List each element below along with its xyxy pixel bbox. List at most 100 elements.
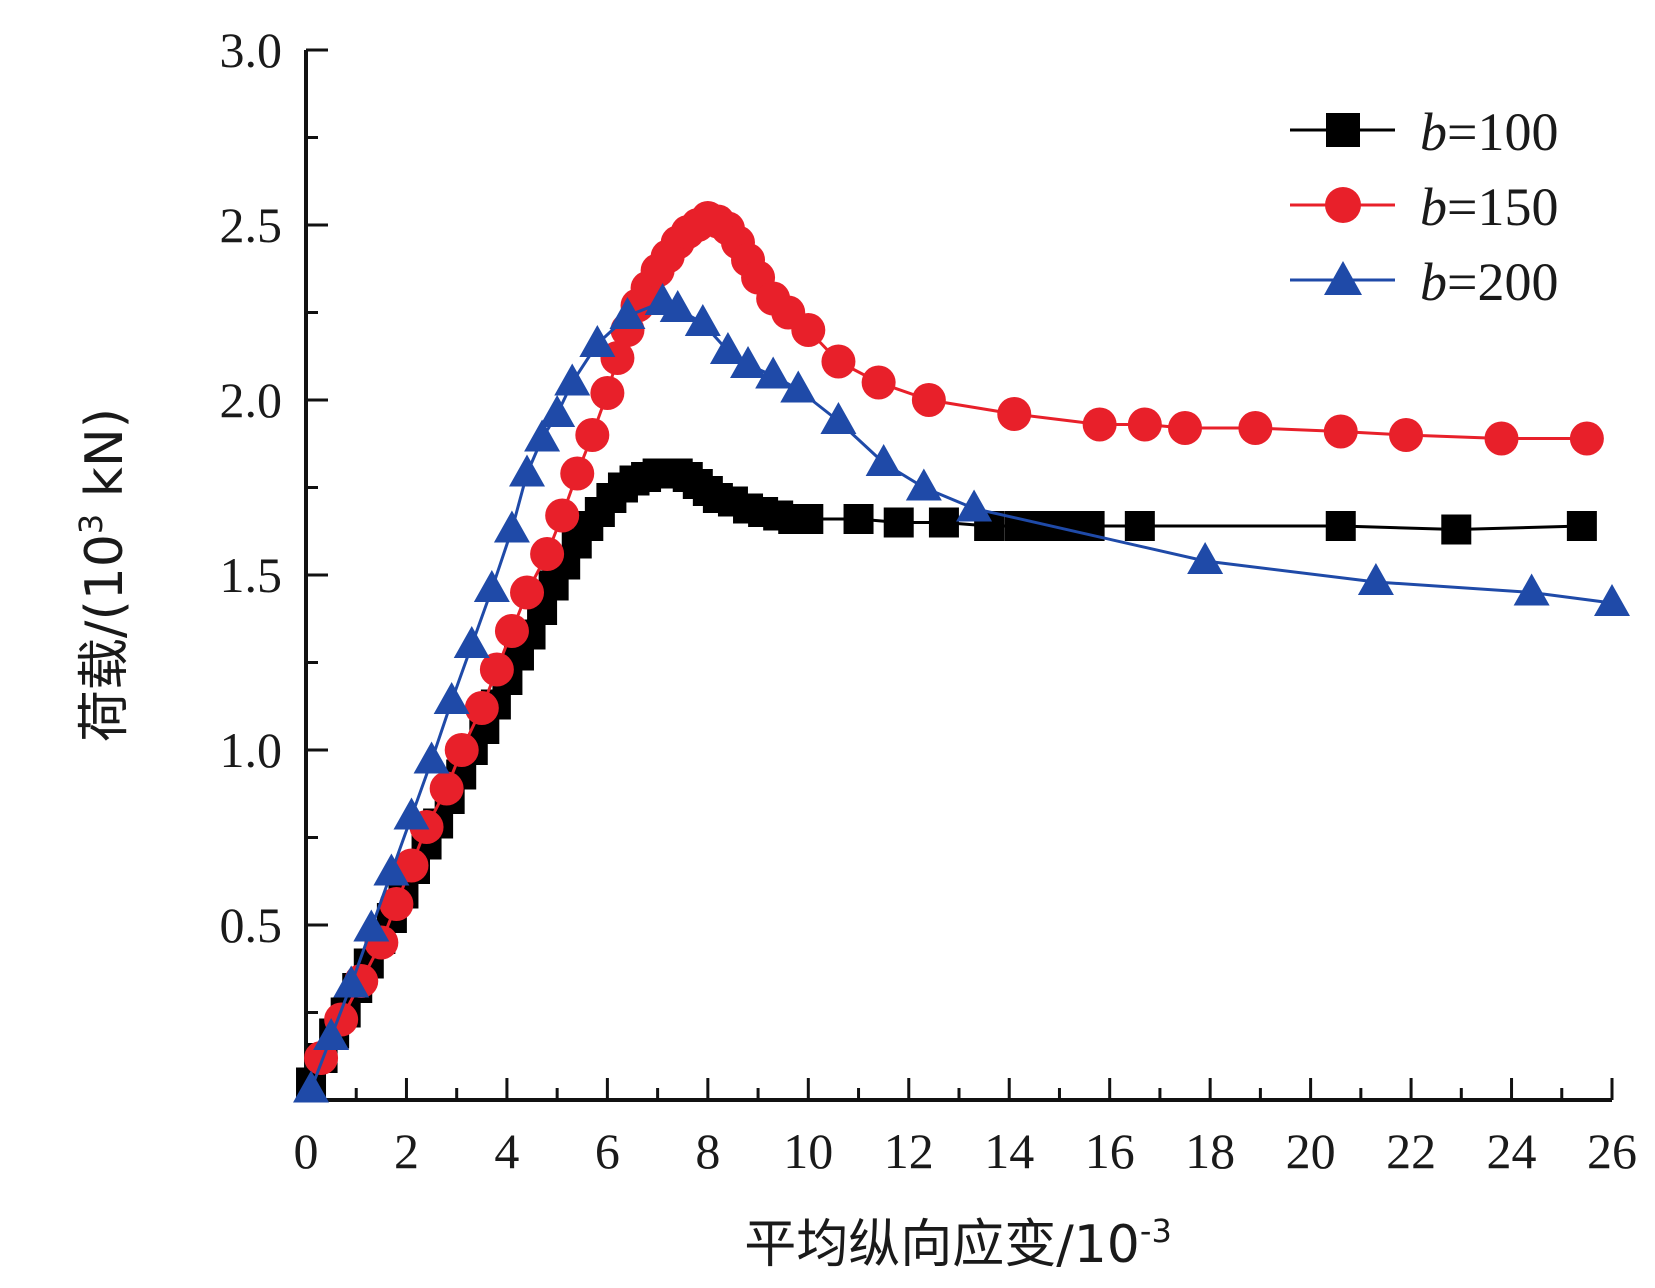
data-point-b200 <box>539 395 576 427</box>
data-point-b150 <box>821 344 856 379</box>
legend-entry-b150: b=150 <box>1290 177 1558 237</box>
legend-marker-triangle <box>1324 261 1362 295</box>
series-b150 <box>304 201 1604 1075</box>
x-tick-label: 14 <box>984 1123 1034 1179</box>
x-tick-label: 22 <box>1386 1123 1436 1179</box>
data-point-b150 <box>1569 421 1604 456</box>
data-point-b150 <box>379 887 414 921</box>
series-b200 <box>293 283 1630 1103</box>
data-point-b100 <box>1441 514 1472 545</box>
data-point-b150 <box>1323 414 1358 449</box>
data-point-b150 <box>1389 418 1424 452</box>
data-point-b200 <box>493 510 530 543</box>
y-tick-label: 1.5 <box>220 547 283 603</box>
data-point-b150 <box>530 537 565 571</box>
data-point-b150 <box>510 575 545 610</box>
data-point-b200 <box>820 402 857 434</box>
data-point-b150 <box>590 376 625 410</box>
x-tick-label: 26 <box>1587 1123 1637 1179</box>
data-point-b200 <box>1513 573 1550 606</box>
x-tick-label: 12 <box>884 1123 934 1179</box>
x-tick-label: 16 <box>1085 1123 1135 1179</box>
data-point-b200 <box>579 325 616 357</box>
data-point-b200 <box>1357 563 1394 595</box>
data-point-b200 <box>730 346 767 378</box>
x-tick-label: 20 <box>1286 1123 1336 1179</box>
data-point-b200 <box>333 965 370 998</box>
x-tick-label: 10 <box>783 1123 833 1179</box>
data-point-b150 <box>911 383 946 417</box>
data-point-b200 <box>1187 542 1224 574</box>
x-axis-title-exponent: -3 <box>1140 1212 1172 1250</box>
y-tick-label: 3.0 <box>220 22 283 78</box>
legend-value-b150: =150 <box>1447 177 1558 237</box>
data-point-b200 <box>865 444 902 476</box>
data-point-b200 <box>453 626 490 658</box>
data-point-b100 <box>883 507 914 538</box>
data-point-b200 <box>509 454 546 487</box>
data-point-b200 <box>709 332 746 364</box>
data-point-b200 <box>473 570 510 602</box>
data-point-b200 <box>1594 584 1630 616</box>
data-point-b200 <box>413 741 450 774</box>
data-point-b200 <box>554 363 591 396</box>
data-point-b150 <box>1082 407 1117 442</box>
data-point-b200 <box>313 1018 350 1050</box>
legend-entry-b200: b=200 <box>1290 252 1558 312</box>
x-tick-label: 8 <box>695 1123 720 1179</box>
data-point-b200 <box>905 468 942 501</box>
legend-label-b200: b=200 <box>1420 252 1558 312</box>
data-point-b100 <box>928 507 959 538</box>
x-tick-label: 24 <box>1487 1123 1537 1179</box>
legend-value-b200: =200 <box>1447 252 1558 312</box>
y-tick-label: 0.5 <box>220 897 283 953</box>
data-point-b150 <box>479 652 514 687</box>
y-tick-label: 2.0 <box>220 372 283 428</box>
data-point-b150 <box>444 733 479 767</box>
data-point-b100 <box>1566 511 1597 541</box>
y-axis-title-text: 荷载/(10 <box>75 534 135 742</box>
series-line-b100 <box>309 472 1582 1084</box>
x-tick-label: 4 <box>494 1123 519 1179</box>
data-point-b150 <box>791 313 826 347</box>
x-tick-label: 6 <box>595 1123 620 1179</box>
x-tick-label: 0 <box>294 1123 319 1179</box>
data-point-b200 <box>956 489 993 522</box>
data-point-b150 <box>997 397 1032 431</box>
data-point-b150 <box>1127 407 1162 442</box>
data-point-b200 <box>433 682 470 714</box>
y-axis-title-exponent: 3 <box>72 514 110 534</box>
data-point-b200 <box>659 290 696 322</box>
y-axis-title-unit: kN) <box>75 408 135 514</box>
legend-marker-circle <box>1325 187 1361 223</box>
data-point-b200 <box>393 797 430 830</box>
data-point-b150 <box>560 456 595 491</box>
data-point-b150 <box>394 848 429 883</box>
data-point-b150 <box>429 771 464 806</box>
data-point-b100 <box>843 504 874 534</box>
y-tick-label: 1.0 <box>220 722 283 778</box>
legend-var-b200: b <box>1420 252 1447 312</box>
y-axis-title: 荷载/(103 kN) <box>72 408 135 742</box>
data-point-b100 <box>1325 511 1356 541</box>
axes <box>304 50 1612 1102</box>
legend-var-b100: b <box>1420 102 1447 162</box>
data-point-b150 <box>464 691 499 725</box>
data-point-b200 <box>684 304 721 336</box>
data-point-b200 <box>293 1070 330 1103</box>
data-point-b150 <box>1238 411 1273 445</box>
data-point-b200 <box>755 356 792 389</box>
legend: b=100 b=150 b=200 <box>1290 102 1558 312</box>
x-axis-title-text: 平均纵向应变/10 <box>744 1215 1140 1275</box>
data-point-b200 <box>373 853 410 886</box>
plot-series <box>293 201 1630 1103</box>
x-axis-title: 平均纵向应变/10-3 <box>744 1212 1172 1275</box>
legend-var-b150: b <box>1420 177 1447 237</box>
data-point-b150 <box>494 614 529 648</box>
axis-ticks: 0 2 4 6 8 10 12 14 16 18 20 22 24 260.51.01.52.02.53.… <box>220 22 1638 1179</box>
y-tick-label: 2.5 <box>220 197 283 253</box>
series-b100 <box>296 458 1597 1098</box>
data-point-b150 <box>575 418 610 452</box>
